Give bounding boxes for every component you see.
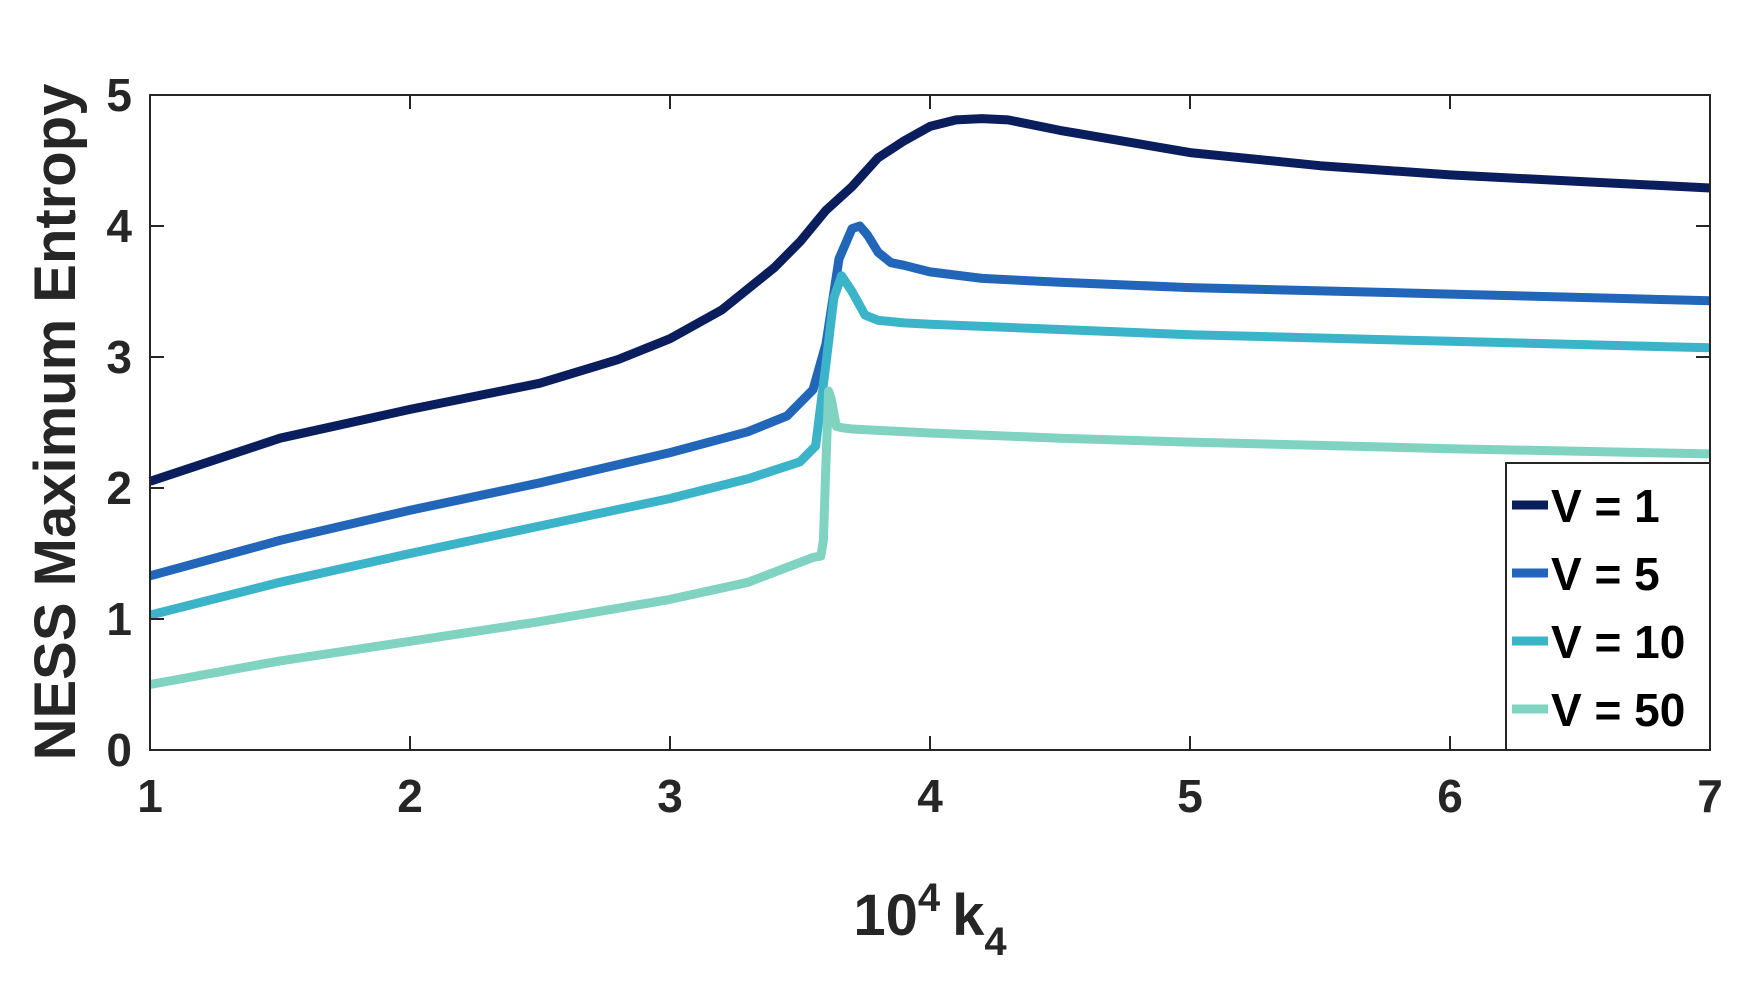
y-tick-label-0: 0 (106, 724, 132, 776)
y-tick-label-2: 2 (106, 462, 132, 514)
series-line-1 (148, 114, 1711, 486)
legend: V = 1 V = 5 V = 10 V = 50 (1505, 462, 1711, 751)
x-tick-label-2: 3 (657, 770, 683, 822)
x-axis-title-exponent: 4 (918, 876, 941, 920)
legend-box (1505, 462, 1711, 751)
legend-label-1: V = 1 (1551, 480, 1660, 532)
x-tick-label-4: 5 (1177, 770, 1203, 822)
x-axis-title-subscript: 4 (984, 920, 1007, 964)
x-tick-label-6: 7 (1697, 770, 1723, 822)
x-tick-label-5: 6 (1437, 770, 1463, 822)
y-axis-title: NESS Maximum Entropy (23, 84, 88, 761)
legend-label-3: V = 10 (1551, 616, 1685, 668)
x-axis-title-variable: k (952, 883, 985, 948)
series-line-3 (148, 271, 1711, 620)
x-axis-title: 104 k4 (853, 876, 1007, 964)
series-layer (148, 114, 1711, 689)
y-tick-label-1: 1 (106, 593, 132, 645)
plot-background (150, 95, 1710, 750)
x-axis-title-base: 10 (853, 883, 918, 948)
x-tick-label-1: 2 (397, 770, 423, 822)
legend-label-4: V = 50 (1551, 684, 1685, 736)
y-tick-label-4: 4 (106, 200, 132, 252)
series-line-4 (149, 386, 1711, 689)
series-line-2 (148, 221, 1711, 581)
x-tick-label-3: 4 (917, 770, 943, 822)
y-tick-label-5: 5 (106, 69, 132, 121)
x-tick-label-0: 1 (137, 770, 163, 822)
y-tick-label-3: 3 (106, 331, 132, 383)
legend-label-2: V = 5 (1551, 548, 1660, 600)
